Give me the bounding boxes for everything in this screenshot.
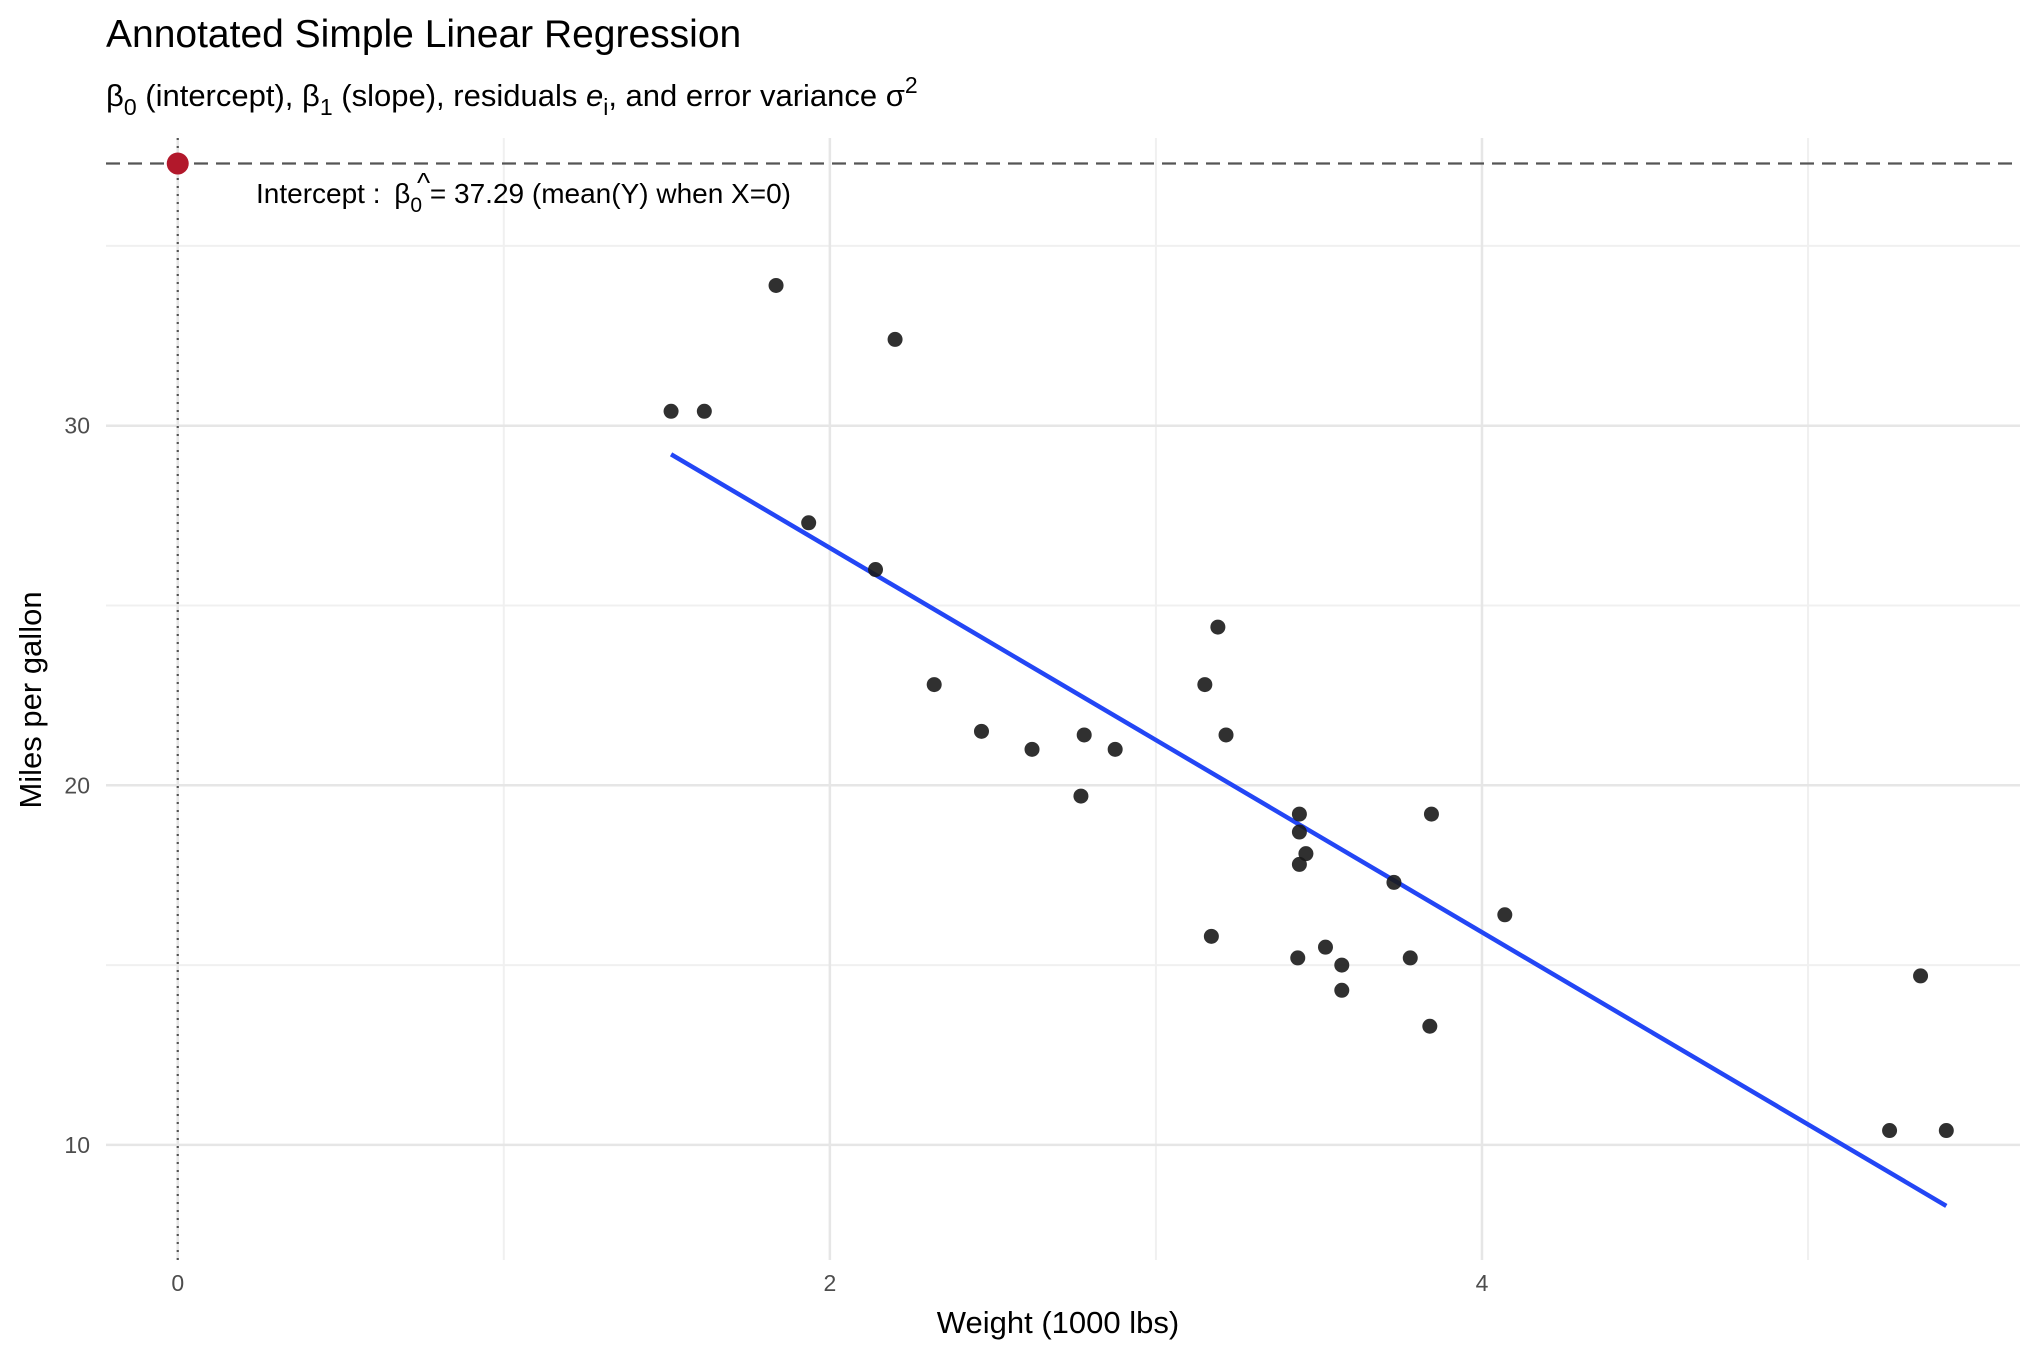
y-axis-title: Miles per gallon bbox=[13, 591, 48, 808]
x-tick-label: 4 bbox=[1476, 1270, 1489, 1296]
data-point bbox=[1073, 788, 1089, 804]
data-point bbox=[1938, 1123, 1954, 1139]
intercept-annotation: Intercept : β0 = 37.29 (mean(Y) when X=0… bbox=[256, 167, 791, 217]
annotation-desc: (mean(Y) when X=0) bbox=[524, 178, 791, 209]
x-axis-ticks: 0 2 4 bbox=[171, 1270, 1488, 1296]
data-point bbox=[1291, 806, 1307, 822]
x-axis-title: Weight (1000 lbs) bbox=[937, 1305, 1179, 1340]
data-point bbox=[696, 403, 712, 419]
data-point bbox=[1913, 968, 1929, 984]
data-point bbox=[887, 331, 903, 347]
data-point bbox=[1291, 824, 1307, 840]
data-point bbox=[1497, 907, 1513, 923]
annotation-hat: ^ bbox=[417, 167, 430, 198]
data-point bbox=[1197, 677, 1213, 693]
data-point bbox=[1218, 727, 1234, 743]
data-point bbox=[926, 677, 942, 693]
reference-lines bbox=[106, 138, 2020, 1260]
data-point bbox=[1291, 856, 1307, 872]
data-point bbox=[768, 277, 784, 293]
regression-line bbox=[669, 452, 1948, 1208]
intercept-marker-group bbox=[166, 152, 189, 175]
annotation-beta: β bbox=[394, 178, 410, 209]
data-point bbox=[1024, 741, 1040, 757]
chart-title: Annotated Simple Linear Regression bbox=[106, 13, 741, 56]
data-point bbox=[868, 562, 884, 578]
minor-gridlines bbox=[106, 138, 2020, 1260]
data-point bbox=[1402, 950, 1418, 966]
data-point bbox=[1210, 619, 1226, 635]
intercept-point bbox=[166, 152, 189, 175]
annotation-value: 37.29 bbox=[454, 178, 524, 209]
x-tick-label: 0 bbox=[171, 1270, 184, 1296]
data-points bbox=[663, 277, 1954, 1139]
data-point bbox=[1076, 727, 1092, 743]
data-point bbox=[973, 723, 989, 739]
y-tick-label: 10 bbox=[64, 1132, 90, 1158]
data-point bbox=[1203, 928, 1219, 944]
y-tick-label: 20 bbox=[64, 772, 90, 798]
x-tick-label: 2 bbox=[823, 1270, 836, 1296]
regression-line-group bbox=[669, 452, 1948, 1208]
chart-subtitle: β0 (intercept), β1 (slope), residuals ei… bbox=[106, 72, 918, 120]
svg-text:Intercept : β0 = 37.29 (mean(Y: Intercept : β0 = 37.29 (mean(Y) when X=0… bbox=[256, 178, 791, 217]
data-point bbox=[1422, 1018, 1438, 1034]
data-point bbox=[1298, 846, 1314, 862]
y-tick-label: 30 bbox=[64, 413, 90, 439]
data-point bbox=[1423, 806, 1439, 822]
data-point bbox=[1317, 939, 1333, 955]
major-gridlines bbox=[106, 138, 2020, 1260]
data-point bbox=[1334, 957, 1350, 973]
data-point bbox=[1882, 1123, 1898, 1139]
data-point bbox=[663, 403, 679, 419]
data-point bbox=[1107, 741, 1123, 757]
data-point bbox=[1334, 982, 1350, 998]
annotation-label: Intercept : bbox=[256, 178, 388, 209]
y-axis-ticks: 10 20 30 bbox=[64, 413, 90, 1158]
data-point bbox=[801, 515, 817, 531]
data-point bbox=[1386, 874, 1402, 890]
data-point bbox=[1290, 950, 1306, 966]
